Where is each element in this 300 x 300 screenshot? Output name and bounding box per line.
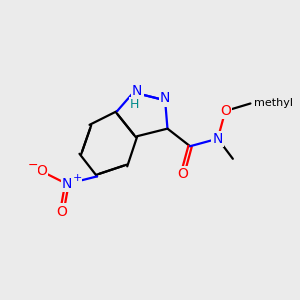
Text: +: + [73,173,82,183]
Text: H: H [130,98,140,111]
Text: O: O [177,167,188,181]
Text: O: O [220,104,231,118]
Text: O: O [56,205,67,219]
Text: N: N [213,132,223,146]
Text: O: O [36,164,47,178]
Text: N: N [132,84,142,98]
Text: N: N [62,177,72,191]
Text: N: N [160,92,170,106]
Text: methyl: methyl [254,98,293,109]
Text: −: − [28,159,38,172]
